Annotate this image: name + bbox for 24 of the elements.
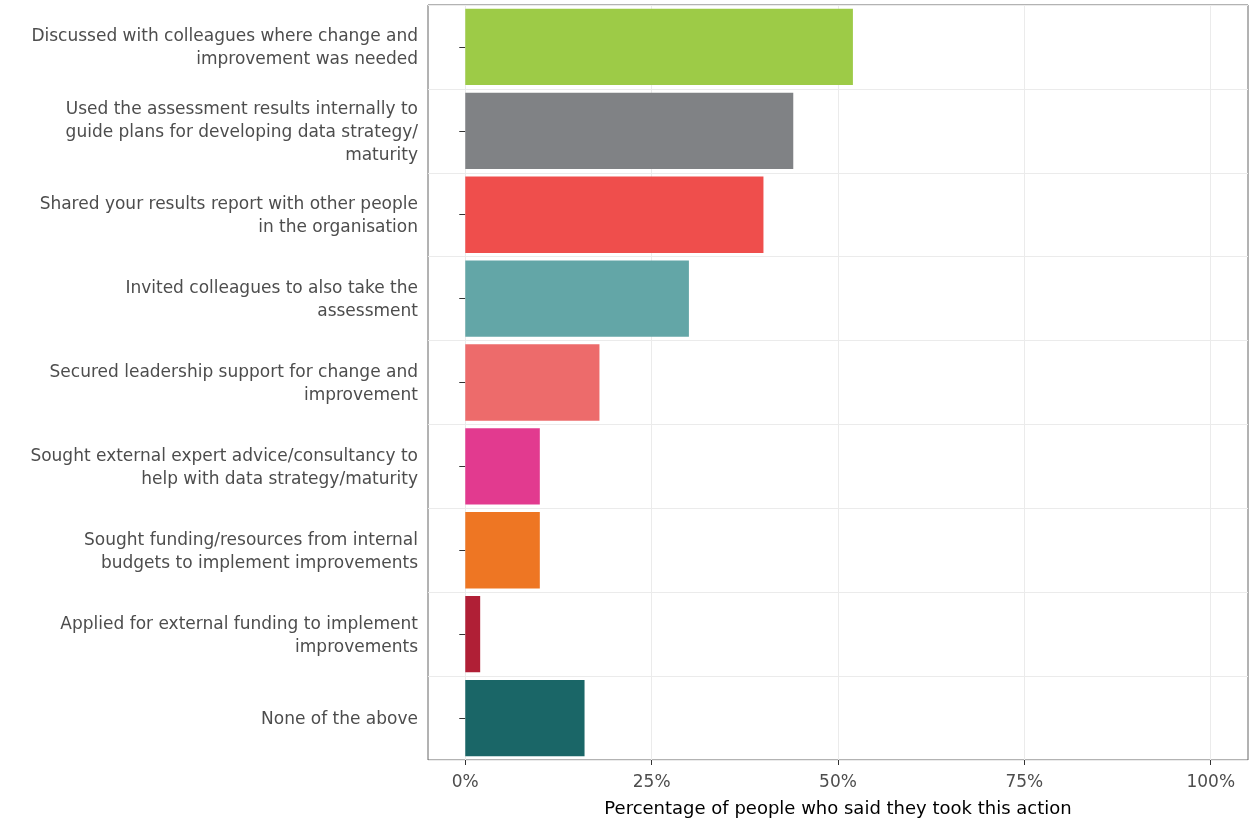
x-tick-label: 0% [451, 770, 479, 791]
x-axis-title: Percentage of people who said they took this action [604, 796, 1072, 818]
bar [465, 512, 540, 589]
bar [465, 428, 540, 505]
bar [465, 679, 585, 757]
y-tick-label: Sought funding/resources from internal budgets to implement improvements [84, 528, 419, 572]
x-tick-label: 50% [819, 770, 857, 791]
y-tick-label: Used the assessment results internally to guide plans for developing data strategy/ maturity [65, 97, 419, 164]
y-tick-label: Applied for external funding to implement improvements [60, 612, 419, 656]
bar [465, 344, 600, 421]
bar [465, 176, 764, 253]
x-tick-label: 25% [632, 770, 671, 791]
bar [465, 596, 481, 673]
bar [465, 260, 689, 337]
bar [465, 92, 794, 169]
y-tick-label: Sought external expert advice/consultancy to help with data strategy/maturity [30, 444, 418, 488]
bar [465, 8, 853, 86]
y-tick-label: None of the above [261, 708, 418, 729]
y-tick-label: Invited colleagues to also take the assessment [125, 277, 419, 321]
x-tick-label: 75% [1005, 770, 1044, 791]
x-tick-label: 100% [1186, 770, 1236, 791]
y-tick-label: Shared your results report with other people in the organisation [39, 193, 418, 237]
y-tick-label: Discussed with colleagues where change and improvement was needed [31, 25, 418, 69]
y-tick-label: Secured leadership support for change and improvement [49, 361, 419, 404]
